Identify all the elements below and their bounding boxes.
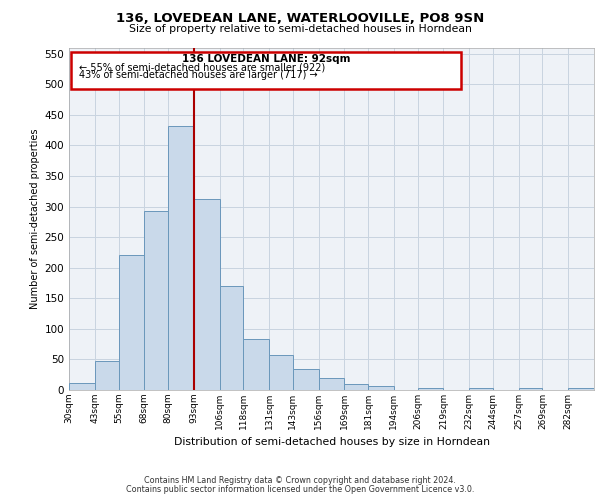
- Text: Size of property relative to semi-detached houses in Horndean: Size of property relative to semi-detach…: [128, 24, 472, 34]
- Bar: [344, 384, 368, 390]
- Text: 136 LOVEDEAN LANE: 92sqm: 136 LOVEDEAN LANE: 92sqm: [182, 54, 350, 64]
- Bar: [220, 286, 244, 390]
- Bar: [368, 386, 394, 390]
- Text: 136, LOVEDEAN LANE, WATERLOOVILLE, PO8 9SN: 136, LOVEDEAN LANE, WATERLOOVILLE, PO8 9…: [116, 12, 484, 26]
- Text: ← 55% of semi-detached houses are smaller (922): ← 55% of semi-detached houses are smalle…: [79, 62, 325, 72]
- Bar: [144, 211, 168, 390]
- Bar: [194, 198, 220, 390]
- Bar: [119, 256, 144, 390]
- Bar: [95, 360, 119, 390]
- Bar: [519, 388, 542, 390]
- Bar: [568, 388, 594, 390]
- Bar: [269, 355, 293, 390]
- Text: Contains public sector information licensed under the Open Government Licence v3: Contains public sector information licen…: [126, 485, 474, 494]
- Text: Contains HM Land Registry data © Crown copyright and database right 2024.: Contains HM Land Registry data © Crown c…: [144, 476, 456, 485]
- Bar: [418, 388, 443, 390]
- Text: 43% of semi-detached houses are larger (717) →: 43% of semi-detached houses are larger (…: [79, 70, 317, 80]
- Y-axis label: Number of semi-detached properties: Number of semi-detached properties: [30, 128, 40, 309]
- Bar: [293, 368, 319, 390]
- FancyBboxPatch shape: [71, 52, 461, 89]
- Bar: [244, 339, 269, 390]
- Bar: [469, 388, 493, 390]
- Bar: [69, 382, 95, 390]
- X-axis label: Distribution of semi-detached houses by size in Horndean: Distribution of semi-detached houses by …: [173, 438, 490, 448]
- Bar: [168, 126, 194, 390]
- Bar: [319, 378, 344, 390]
